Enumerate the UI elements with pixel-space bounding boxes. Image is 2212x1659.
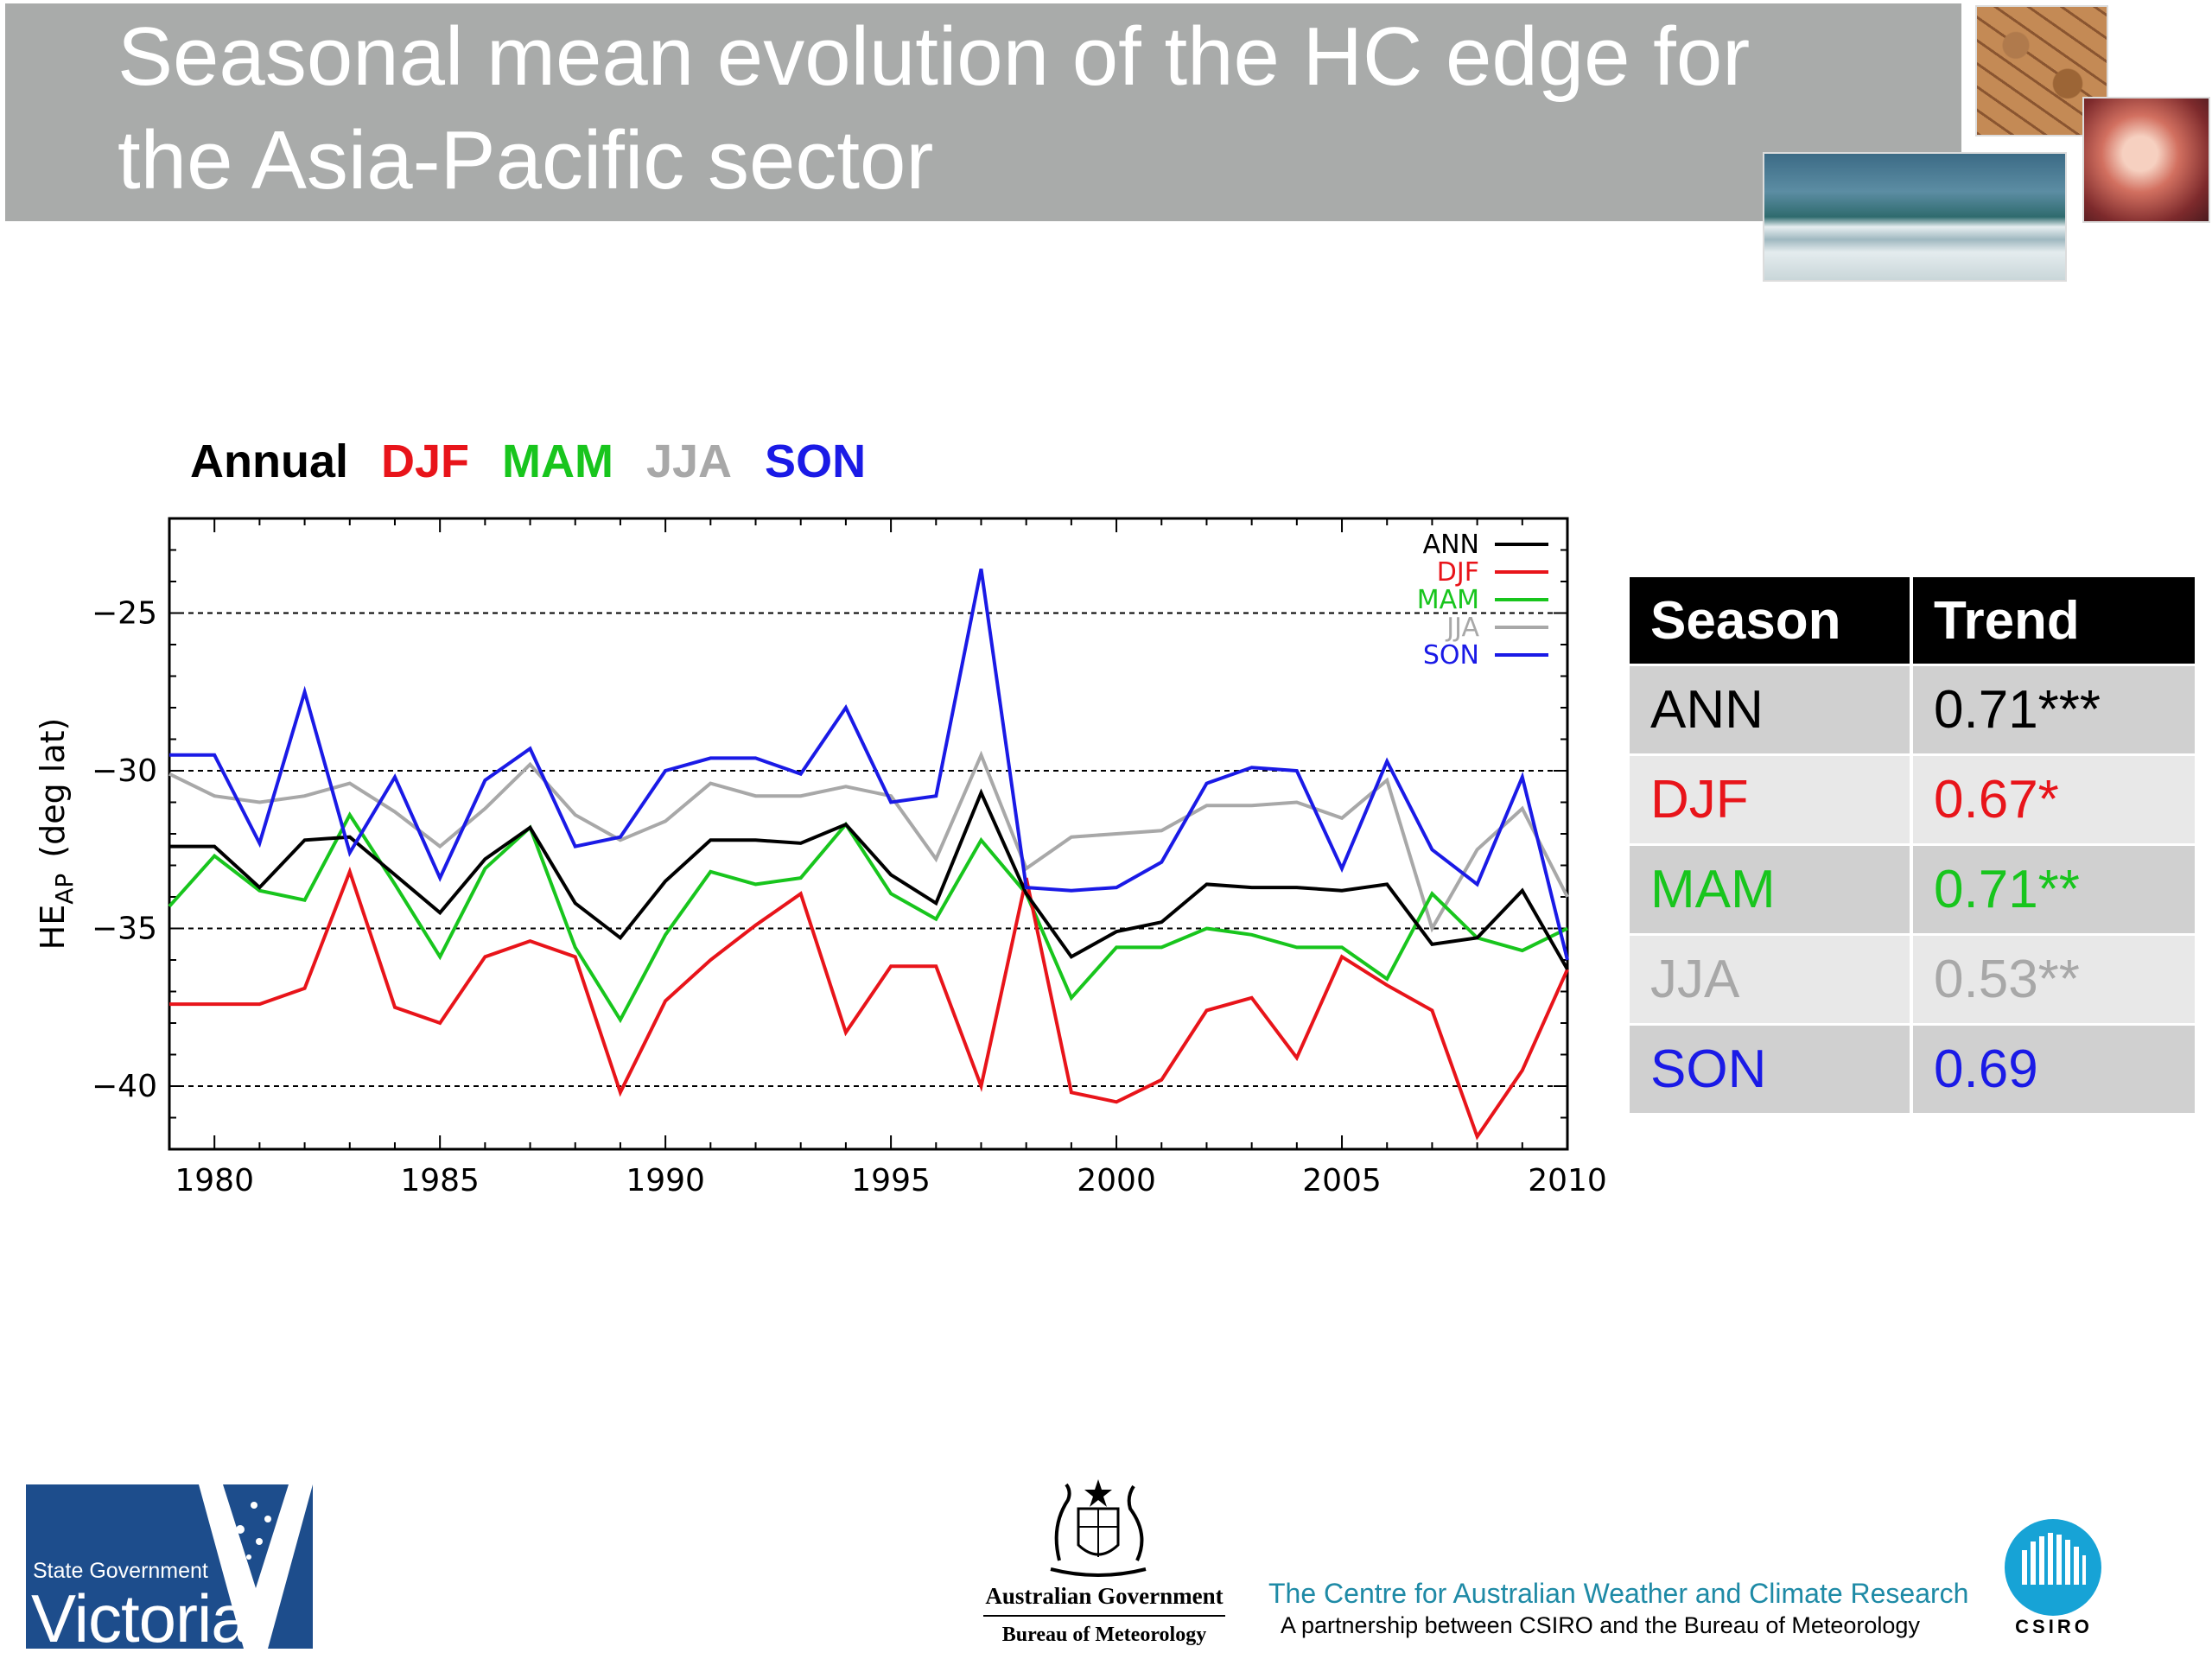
gov-divider — [983, 1615, 1225, 1617]
legend-title-son: SON — [765, 435, 866, 487]
trend-table-container: Season Trend ANN 0.71*** DJF 0.67* MAM 0.71**… — [1630, 577, 2195, 1113]
trend-cell: 0.69 — [1913, 1023, 2195, 1113]
x-tick-label: 1995 — [851, 1163, 931, 1198]
trend-table-header: Season Trend — [1630, 577, 2195, 664]
legend-title-jja: JJA — [646, 435, 732, 487]
slide-title-line-2: the Asia-Pacific sector — [118, 114, 934, 207]
season-cell: MAM — [1630, 843, 1913, 933]
y-axis-label-units: (deg lat) — [34, 718, 72, 858]
trend-table-body: ANN 0.71*** DJF 0.67* MAM 0.71** JJA 0.53** SON 0… — [1630, 664, 2195, 1113]
series-line-ann — [169, 788, 1569, 970]
legend-title-mam: MAM — [502, 435, 613, 487]
y-tick-label: −40 — [92, 1069, 157, 1104]
y-tick-label: −25 — [92, 596, 157, 632]
cawcr-subtitle: A partnership between CSIRO and the Bure… — [1281, 1612, 1920, 1638]
legend-title-djf: DJF — [381, 435, 469, 487]
title-bar: Seasonal mean evolution of the HC edge f… — [5, 3, 1961, 221]
x-tick-label: 1985 — [400, 1163, 480, 1198]
x-tick-label: 2000 — [1077, 1163, 1156, 1198]
series-line-jja — [168, 750, 1569, 933]
csiro-wordmark: CSIRO — [2015, 1616, 2093, 1637]
legend-title-annual: Annual — [190, 435, 348, 487]
trend-table-row: SON 0.69 — [1630, 1023, 2195, 1113]
slide-title-line-1: Seasonal mean evolution of the HC edge f… — [118, 10, 1751, 103]
trend-table-row: DJF 0.67* — [1630, 753, 2195, 843]
legend-label-jja: JJA — [1445, 613, 1479, 643]
y-axis-label-main: HE — [34, 905, 72, 950]
slide-title: Seasonal mean evolution of the HC edge f… — [118, 5, 1932, 213]
season-cell: SON — [1630, 1023, 1913, 1113]
bureau-of-meteorology-text: Bureau of Meteorology — [1001, 1624, 1207, 1646]
series-line-djf — [169, 866, 1569, 1141]
state-government-victoria-logo: State Government Victoria — [26, 1484, 313, 1649]
trend-cell: 0.67* — [1913, 753, 2195, 843]
y-axis-label: HEAP (deg lat) — [34, 718, 79, 950]
coat-of-arms-icon — [1050, 1479, 1147, 1577]
chart-legend-title: Annual DJF MAM JJA SON — [190, 435, 866, 487]
series-line-son — [169, 569, 1569, 961]
legend-label-mam: MAM — [1417, 585, 1479, 615]
trend-table: Season Trend ANN 0.71*** DJF 0.67* MAM 0.71**… — [1630, 577, 2195, 1113]
season-cell: DJF — [1630, 753, 1913, 843]
trend-cell: 0.53** — [1913, 933, 2195, 1023]
x-tick-label: 1990 — [626, 1163, 705, 1198]
legend-label-djf: DJF — [1437, 557, 1479, 588]
ocean-wave-photo — [1763, 152, 2067, 282]
trend-table-row: MAM 0.71** — [1630, 843, 2195, 933]
trend-column-header: Trend — [1913, 577, 2195, 664]
vic-big-text: Victoria — [31, 1580, 249, 1649]
trend-cell: 0.71*** — [1913, 664, 2195, 753]
season-cell: ANN — [1630, 664, 1913, 753]
dry-soil-photo — [1975, 5, 2108, 137]
trend-table-row: ANN 0.71*** — [1630, 664, 2195, 753]
y-tick-label: −35 — [92, 912, 157, 947]
x-tick-label: 1980 — [175, 1163, 254, 1198]
csiro-logo-icon — [2005, 1519, 2101, 1616]
series-line-mam — [168, 811, 1568, 1024]
vic-small-text: State Government — [33, 1559, 208, 1583]
trend-table-row: JJA 0.53** — [1630, 933, 2195, 1023]
australian-government-logo: Australian Government Bureau of Meteorol… — [975, 1583, 1234, 1647]
y-axis-label-subscript: AP — [50, 874, 79, 905]
storm-cloud-photo — [2082, 97, 2210, 223]
season-cell: JJA — [1630, 933, 1913, 1023]
chart-area: Annual DJF MAM JJA SON 1980 1985 1990 1995 2000 20… — [0, 415, 1642, 1244]
australian-government-text: Australian Government — [985, 1583, 1224, 1609]
cawcr-title: The Centre for Australian Weather and Cl… — [1268, 1578, 1969, 1609]
legend-label-ann: ANN — [1423, 530, 1479, 560]
season-column-header: Season — [1630, 577, 1913, 664]
x-tick-label: 2005 — [1302, 1163, 1382, 1198]
x-tick-label: 2010 — [1528, 1163, 1607, 1198]
trend-cell: 0.71** — [1913, 843, 2195, 933]
legend-label-son: SON — [1423, 640, 1479, 671]
y-tick-label: −30 — [92, 753, 157, 789]
victoria-v-star-icon — [199, 1484, 313, 1649]
